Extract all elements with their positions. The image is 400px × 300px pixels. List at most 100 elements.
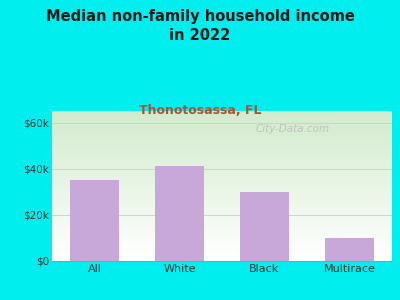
Bar bbox=[52, 115, 392, 116]
Bar bbox=[52, 179, 392, 180]
Bar bbox=[52, 197, 392, 198]
Bar bbox=[52, 134, 392, 135]
Bar bbox=[52, 236, 392, 237]
Bar bbox=[52, 255, 392, 256]
Bar bbox=[52, 167, 392, 168]
Bar bbox=[52, 225, 392, 226]
Bar bbox=[52, 162, 392, 163]
Text: Thonotosassa, FL: Thonotosassa, FL bbox=[139, 103, 261, 116]
Bar bbox=[52, 131, 392, 132]
Bar bbox=[52, 256, 392, 257]
Bar bbox=[52, 254, 392, 255]
Bar bbox=[52, 206, 392, 207]
Bar bbox=[52, 235, 392, 236]
Bar bbox=[52, 224, 392, 225]
Bar bbox=[52, 142, 392, 143]
Bar bbox=[52, 216, 392, 217]
Bar bbox=[52, 176, 392, 177]
Bar bbox=[52, 117, 392, 118]
Bar bbox=[52, 151, 392, 152]
Bar bbox=[70, 180, 119, 261]
Bar bbox=[52, 253, 392, 254]
Bar bbox=[52, 169, 392, 170]
Bar bbox=[52, 165, 392, 166]
Bar bbox=[52, 231, 392, 232]
Bar bbox=[52, 123, 392, 124]
Bar bbox=[52, 170, 392, 171]
Bar bbox=[52, 121, 392, 122]
Bar bbox=[52, 111, 392, 112]
Bar bbox=[155, 167, 204, 261]
Bar bbox=[52, 223, 392, 224]
Bar bbox=[52, 243, 392, 244]
Bar bbox=[52, 186, 392, 187]
Bar bbox=[52, 226, 392, 227]
Bar bbox=[52, 145, 392, 146]
Bar bbox=[52, 205, 392, 206]
Bar bbox=[52, 114, 392, 115]
Bar bbox=[52, 126, 392, 127]
Bar bbox=[52, 173, 392, 174]
Bar bbox=[52, 125, 392, 126]
Bar bbox=[52, 175, 392, 176]
Bar bbox=[52, 149, 392, 150]
Bar bbox=[52, 124, 392, 125]
Bar bbox=[52, 192, 392, 193]
Bar bbox=[52, 156, 392, 157]
Bar bbox=[52, 187, 392, 188]
Bar bbox=[52, 122, 392, 123]
Bar bbox=[52, 217, 392, 218]
Bar bbox=[52, 184, 392, 185]
Bar bbox=[52, 214, 392, 215]
Bar bbox=[52, 153, 392, 154]
Bar bbox=[52, 199, 392, 200]
Bar bbox=[52, 157, 392, 158]
Bar bbox=[52, 230, 392, 231]
Bar bbox=[52, 242, 392, 243]
Bar bbox=[52, 202, 392, 203]
Bar bbox=[52, 202, 392, 203]
Bar bbox=[52, 160, 392, 161]
Bar bbox=[52, 209, 392, 210]
Bar bbox=[52, 118, 392, 119]
Bar bbox=[52, 159, 392, 160]
Bar bbox=[52, 195, 392, 196]
Bar bbox=[52, 112, 392, 113]
Bar bbox=[52, 196, 392, 197]
Bar bbox=[52, 163, 392, 164]
Bar bbox=[52, 189, 392, 190]
Bar bbox=[52, 135, 392, 136]
Bar bbox=[52, 233, 392, 234]
Bar bbox=[52, 147, 392, 148]
Bar bbox=[52, 244, 392, 245]
Bar bbox=[52, 232, 392, 233]
Bar bbox=[52, 218, 392, 219]
Bar bbox=[52, 139, 392, 140]
Bar bbox=[325, 238, 374, 261]
Bar bbox=[52, 148, 392, 149]
Bar bbox=[52, 144, 392, 145]
Bar bbox=[52, 215, 392, 216]
Bar bbox=[52, 120, 392, 121]
Bar bbox=[52, 194, 392, 195]
Bar bbox=[52, 234, 392, 235]
Bar bbox=[52, 228, 392, 229]
Bar bbox=[52, 180, 392, 181]
Bar bbox=[52, 204, 392, 205]
Bar bbox=[52, 191, 392, 192]
Bar bbox=[52, 222, 392, 223]
Bar bbox=[52, 260, 392, 261]
Bar bbox=[52, 201, 392, 202]
Bar bbox=[52, 127, 392, 128]
Bar bbox=[52, 190, 392, 191]
Bar bbox=[52, 141, 392, 142]
Bar bbox=[52, 240, 392, 241]
Bar bbox=[52, 177, 392, 178]
Bar bbox=[52, 246, 392, 247]
Bar bbox=[52, 239, 392, 240]
Bar bbox=[52, 219, 392, 220]
Bar bbox=[52, 259, 392, 260]
Bar bbox=[52, 138, 392, 139]
Bar bbox=[52, 116, 392, 117]
Bar bbox=[52, 140, 392, 141]
